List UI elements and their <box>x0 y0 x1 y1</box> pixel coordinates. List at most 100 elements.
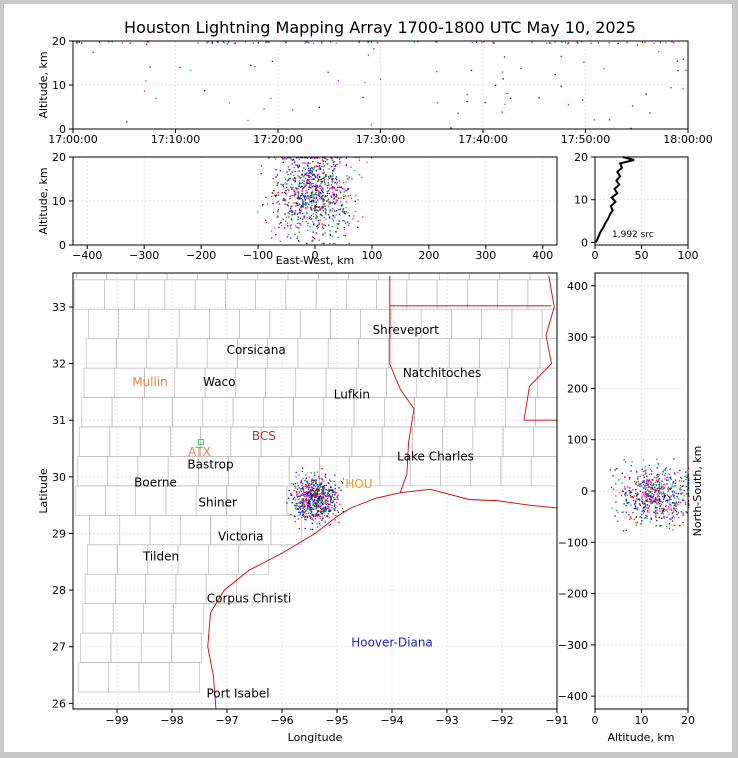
source-point <box>673 42 675 44</box>
source-point <box>494 84 497 86</box>
source-point <box>674 503 677 505</box>
source-point <box>285 192 287 195</box>
source-point <box>319 179 321 181</box>
source-point <box>593 119 595 121</box>
county-boundary <box>106 273 138 281</box>
source-point <box>321 513 323 515</box>
source-point <box>298 164 301 166</box>
source-point <box>315 493 317 495</box>
source-point <box>322 490 324 492</box>
source-point <box>319 167 321 169</box>
source-point <box>311 157 314 159</box>
source-point <box>618 492 620 494</box>
source-point <box>293 191 295 193</box>
source-point <box>666 476 669 478</box>
source-point <box>321 499 323 501</box>
source-point <box>314 492 316 494</box>
source-point <box>296 508 298 510</box>
source-point <box>644 517 646 519</box>
source-point <box>319 511 322 514</box>
source-point <box>332 494 334 496</box>
source-point <box>305 157 308 159</box>
source-point <box>634 507 636 510</box>
source-point <box>327 198 329 200</box>
source-point <box>649 468 652 470</box>
source-point <box>644 508 646 511</box>
source-point <box>314 490 317 492</box>
source-point <box>308 501 310 503</box>
source-point <box>297 165 299 167</box>
source-point <box>327 500 329 503</box>
source-point <box>314 490 316 493</box>
altitude-tick-label: 10 <box>635 714 649 727</box>
source-point <box>674 509 677 512</box>
source-point <box>686 488 689 491</box>
source-point <box>302 202 305 204</box>
source-point <box>672 529 674 531</box>
source-point <box>321 42 323 44</box>
source-point <box>301 200 304 203</box>
county-boundary <box>436 279 468 310</box>
source-point <box>310 512 312 515</box>
source-point <box>277 211 279 213</box>
source-point <box>667 495 670 498</box>
source-point <box>147 41 150 43</box>
source-point <box>311 199 314 202</box>
source-point <box>297 216 299 218</box>
source-point <box>688 500 690 502</box>
north-south-ylabel: North-South, km <box>691 446 704 537</box>
source-point <box>665 505 667 508</box>
source-point <box>298 208 301 210</box>
source-point <box>334 509 336 511</box>
source-point <box>334 210 336 212</box>
source-point <box>294 194 296 196</box>
source-point <box>301 467 304 469</box>
source-point <box>310 479 313 481</box>
source-point <box>301 484 303 487</box>
source-point <box>645 506 647 508</box>
source-point <box>679 480 681 482</box>
source-point <box>325 503 327 506</box>
source-point <box>333 186 335 189</box>
source-point <box>625 511 627 513</box>
source-point <box>291 214 293 216</box>
source-point <box>657 495 659 497</box>
source-point <box>638 483 640 485</box>
source-point <box>324 521 326 523</box>
city-label: Mullin <box>132 375 168 389</box>
source-point <box>450 127 452 129</box>
source-point <box>314 208 316 210</box>
source-point <box>641 468 643 470</box>
source-point <box>671 517 674 519</box>
source-point <box>312 490 314 492</box>
source-point <box>298 474 300 476</box>
source-point <box>644 488 647 490</box>
county-boundary <box>173 603 205 634</box>
source-point <box>320 209 322 211</box>
source-point <box>333 480 335 483</box>
source-point <box>632 489 634 491</box>
east-west-tick-label: 300 <box>475 249 496 262</box>
source-point <box>328 177 330 179</box>
source-point <box>301 173 303 175</box>
source-point <box>639 499 641 501</box>
source-point <box>643 506 645 509</box>
source-point <box>670 498 672 501</box>
altitude-tick-label: 20 <box>52 151 66 164</box>
source-point <box>358 174 361 176</box>
source-point <box>316 501 319 503</box>
source-point <box>678 501 680 503</box>
source-point <box>314 474 316 477</box>
source-point <box>312 231 314 233</box>
source-point <box>338 487 340 489</box>
source-point <box>300 217 302 219</box>
source-point <box>314 496 316 499</box>
source-point <box>648 486 650 488</box>
source-point <box>667 488 669 490</box>
source-point <box>302 499 304 501</box>
source-point <box>576 41 578 44</box>
source-point <box>657 463 660 465</box>
source-point <box>309 182 311 184</box>
source-point <box>311 499 314 501</box>
